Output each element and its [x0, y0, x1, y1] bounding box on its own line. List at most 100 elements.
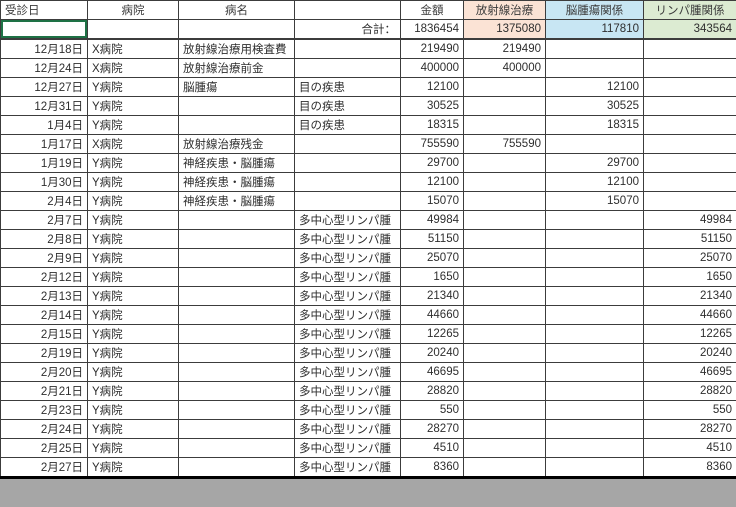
cell-lymphoma[interactable] — [643, 191, 736, 211]
cell-visit-date[interactable]: 1月17日 — [0, 134, 88, 154]
cell-radiation[interactable] — [463, 96, 546, 116]
cell-note[interactable]: 目の疾患 — [294, 115, 401, 135]
cell-lymphoma[interactable] — [643, 96, 736, 116]
cell-disease[interactable] — [178, 324, 295, 344]
cell-disease[interactable] — [178, 438, 295, 458]
cell-hospital[interactable]: Y病院 — [87, 381, 179, 401]
cell-radiation[interactable] — [463, 362, 546, 382]
cell-lymphoma[interactable] — [643, 134, 736, 154]
cell-radiation[interactable] — [463, 400, 546, 420]
cell-disease[interactable] — [178, 305, 295, 325]
cell-brain[interactable] — [545, 343, 644, 363]
cell-lymphoma[interactable] — [643, 153, 736, 173]
total-amount[interactable]: 1836454 — [400, 19, 464, 40]
col-header-lymphoma[interactable]: リンパ腫関係 — [643, 0, 736, 20]
col-header-radiation-therapy[interactable]: 放射線治療 — [463, 0, 546, 20]
cell-brain[interactable] — [545, 324, 644, 344]
cell-disease[interactable] — [178, 96, 295, 116]
cell-radiation[interactable] — [463, 210, 546, 230]
cell-hospital[interactable]: Y病院 — [87, 400, 179, 420]
cell-brain[interactable] — [545, 229, 644, 249]
cell-amount[interactable]: 1650 — [400, 267, 464, 287]
cell-visit-date[interactable]: 2月20日 — [0, 362, 88, 382]
cell-amount[interactable]: 25070 — [400, 248, 464, 268]
cell-lymphoma[interactable]: 46695 — [643, 362, 736, 382]
cell-hospital[interactable]: Y病院 — [87, 419, 179, 439]
cell-note[interactable] — [294, 58, 401, 78]
cell-note[interactable]: 多中心型リンパ腫 — [294, 210, 401, 230]
cell-hospital[interactable]: Y病院 — [87, 267, 179, 287]
cell-radiation[interactable]: 400000 — [463, 58, 546, 78]
cell-hospital[interactable]: Y病院 — [87, 191, 179, 211]
cell-radiation[interactable] — [463, 229, 546, 249]
cell-lymphoma[interactable] — [643, 115, 736, 135]
cell-lymphoma[interactable]: 20240 — [643, 343, 736, 363]
cell-hospital[interactable]: Y病院 — [87, 324, 179, 344]
cell-visit-date[interactable]: 1月30日 — [0, 172, 88, 192]
total-label[interactable]: 合計： — [294, 19, 401, 40]
cell-amount[interactable]: 28270 — [400, 419, 464, 439]
cell-disease[interactable] — [178, 381, 295, 401]
cell-radiation[interactable]: 755590 — [463, 134, 546, 154]
cell-visit-date[interactable]: 2月19日 — [0, 343, 88, 363]
cell-brain[interactable]: 12100 — [545, 172, 644, 192]
cell-amount[interactable]: 15070 — [400, 191, 464, 211]
cell-amount[interactable]: 400000 — [400, 58, 464, 78]
cell-radiation[interactable] — [463, 191, 546, 211]
cell-brain[interactable]: 12100 — [545, 77, 644, 97]
cell-note[interactable]: 多中心型リンパ腫 — [294, 286, 401, 306]
cell-hospital[interactable]: Y病院 — [87, 210, 179, 230]
cell-visit-date[interactable]: 2月23日 — [0, 400, 88, 420]
cell-hospital[interactable]: X病院 — [87, 58, 179, 78]
cell-note[interactable]: 多中心型リンパ腫 — [294, 343, 401, 363]
cell-lymphoma[interactable] — [643, 77, 736, 97]
cell-note[interactable]: 目の疾患 — [294, 96, 401, 116]
cell-brain[interactable] — [545, 362, 644, 382]
cell-radiation[interactable] — [463, 381, 546, 401]
cell-disease[interactable]: 放射線治療前金 — [178, 58, 295, 78]
cell-radiation[interactable] — [463, 324, 546, 344]
cell-amount[interactable]: 20240 — [400, 343, 464, 363]
cell-hospital[interactable]: Y病院 — [87, 153, 179, 173]
cell-visit-date[interactable]: 12月24日 — [0, 58, 88, 78]
cell-radiation[interactable] — [463, 248, 546, 268]
cell-brain[interactable] — [545, 134, 644, 154]
cell-note[interactable]: 多中心型リンパ腫 — [294, 248, 401, 268]
cell-disease[interactable] — [178, 229, 295, 249]
cell-disease[interactable] — [178, 286, 295, 306]
cell-hospital[interactable]: Y病院 — [87, 229, 179, 249]
cell-note[interactable] — [294, 134, 401, 154]
cell-hospital[interactable]: Y病院 — [87, 305, 179, 325]
cell-disease[interactable] — [178, 115, 295, 135]
cell-hospital[interactable]: Y病院 — [87, 172, 179, 192]
cell-lymphoma[interactable] — [643, 172, 736, 192]
cell-hospital[interactable]: Y病院 — [87, 286, 179, 306]
cell-brain[interactable] — [545, 267, 644, 287]
cell-brain[interactable] — [545, 381, 644, 401]
cell-lymphoma[interactable]: 28820 — [643, 381, 736, 401]
cell-visit-date[interactable]: 1月19日 — [0, 153, 88, 173]
cell-radiation[interactable] — [463, 438, 546, 458]
col-header-disease-name[interactable]: 病名 — [178, 0, 295, 20]
cell-radiation[interactable] — [463, 343, 546, 363]
cell-note[interactable] — [294, 191, 401, 211]
cell-hospital[interactable]: Y病院 — [87, 362, 179, 382]
cell-disease[interactable]: 放射線治療用検査費 — [178, 38, 295, 59]
cell-visit-date[interactable]: 2月14日 — [0, 305, 88, 325]
cell-lymphoma[interactable]: 28270 — [643, 419, 736, 439]
cell-brain[interactable] — [545, 457, 644, 478]
cell-visit-date[interactable]: 2月25日 — [0, 438, 88, 458]
col-header-hospital[interactable]: 病院 — [87, 0, 179, 20]
cell-radiation[interactable] — [463, 153, 546, 173]
cell-note[interactable]: 多中心型リンパ腫 — [294, 305, 401, 325]
cell-amount[interactable]: 12265 — [400, 324, 464, 344]
cell-lymphoma[interactable] — [643, 38, 736, 59]
cell-visit-date[interactable]: 12月18日 — [0, 38, 88, 59]
empty-cell[interactable] — [87, 19, 179, 40]
cell-note[interactable]: 多中心型リンパ腫 — [294, 324, 401, 344]
cell-note[interactable]: 多中心型リンパ腫 — [294, 419, 401, 439]
cell-radiation[interactable] — [463, 77, 546, 97]
cell-amount[interactable]: 12100 — [400, 172, 464, 192]
cell-disease[interactable] — [178, 400, 295, 420]
cell-note[interactable] — [294, 153, 401, 173]
